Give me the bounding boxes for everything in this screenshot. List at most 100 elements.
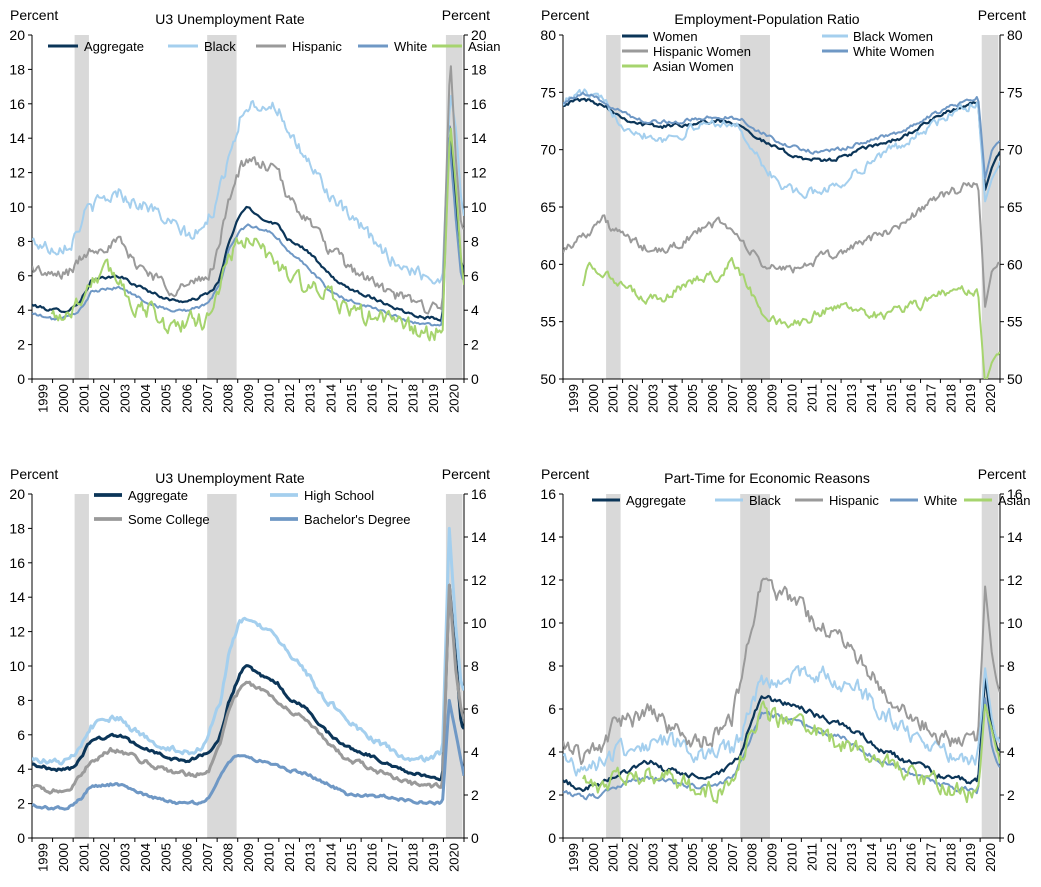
x-tick-label: 2018 (406, 384, 421, 413)
series-line (32, 700, 464, 809)
x-tick-label: 2012 (282, 843, 297, 872)
y-tick-label-right: 16 (471, 486, 487, 502)
chart-title: U3 Unemployment Rate (155, 470, 305, 486)
y-tick-label-right: 65 (1007, 199, 1023, 215)
plot-area (563, 89, 1000, 384)
legend-label: White (394, 39, 427, 54)
y-tick-label-right: 80 (1007, 27, 1023, 43)
legend-label: Women (653, 29, 698, 44)
legend-label: Hispanic (829, 493, 879, 508)
series-line (32, 528, 464, 764)
x-tick-label: 2003 (645, 843, 660, 872)
x-tick-label: 2007 (200, 384, 215, 413)
y-tick-label-left: 2 (548, 787, 556, 803)
x-tick-label: 2015 (344, 384, 359, 413)
x-tick-label: 2018 (406, 843, 421, 872)
x-tick-label: 1999 (566, 843, 581, 872)
y-tick-label-left: 14 (540, 529, 556, 545)
x-tick-label: 2013 (844, 384, 859, 413)
x-tick-label: 2016 (364, 843, 379, 872)
chart-title: Part-Time for Economic Reasons (664, 470, 870, 486)
plot-area (32, 66, 464, 340)
y-tick-label-left: 6 (17, 727, 25, 743)
y-tick-label-right: 70 (1007, 142, 1023, 158)
legend-label: Black (204, 39, 236, 54)
x-tick-label: 2007 (725, 384, 740, 413)
x-tick-label: 2001 (606, 384, 621, 413)
y-tick-label-right: 0 (471, 371, 479, 387)
x-tick-label: 2016 (904, 384, 919, 413)
y-tick-label-right: 16 (471, 96, 487, 112)
y-tick-label-left: 4 (548, 744, 556, 760)
x-tick-label: 2013 (844, 843, 859, 872)
y-tick-label-left: 18 (9, 61, 25, 77)
y-tick-label-left: 16 (540, 486, 556, 502)
x-tick-label: 2008 (220, 843, 235, 872)
y-tick-label-left: 18 (9, 520, 25, 536)
y-tick-label-right: 2 (471, 787, 479, 803)
x-tick-label: 2010 (784, 843, 799, 872)
recession-band (982, 35, 999, 379)
y-tick-label-left: 0 (548, 830, 556, 846)
y-tick-label-left: 14 (9, 589, 25, 605)
chart-panel: 024681012141602468101214161999 2000 2001 20… (540, 466, 1030, 872)
x-tick-label: 2005 (685, 384, 700, 413)
y-tick-label-left: 14 (9, 130, 25, 146)
y-tick-label-left: 50 (540, 371, 556, 387)
x-tick-label: 2020 (983, 843, 998, 872)
x-tick-label: 2012 (282, 384, 297, 413)
y-tick-label-right: 2 (471, 337, 479, 353)
x-tick-label: 2016 (364, 384, 379, 413)
y-axis-label-right: Percent (978, 7, 1026, 23)
y-tick-label-right: 75 (1007, 84, 1023, 100)
x-tick-label: 2009 (241, 843, 256, 872)
x-tick-label: 2008 (745, 843, 760, 872)
x-tick-label: 2010 (784, 384, 799, 413)
y-tick-label-left: 70 (540, 142, 556, 158)
y-tick-label-right: 0 (471, 830, 479, 846)
y-tick-label-right: 12 (471, 165, 487, 181)
recession-band (982, 494, 999, 838)
x-tick-label: 2018 (943, 384, 958, 413)
x-tick-label: 2014 (864, 843, 879, 872)
x-tick-label: 2017 (923, 843, 938, 872)
y-tick-label-left: 12 (9, 165, 25, 181)
x-tick-label: 2015 (344, 843, 359, 872)
y-tick-label-left: 20 (9, 486, 25, 502)
x-tick-label: 2004 (138, 384, 153, 413)
x-tick-label: 2004 (665, 384, 680, 413)
legend-label: Hispanic Women (653, 44, 751, 59)
x-tick-label: 2009 (765, 843, 780, 872)
y-tick-label-right: 10 (471, 615, 487, 631)
y-tick-label-left: 10 (540, 615, 556, 631)
x-tick-label: 2000 (586, 384, 601, 413)
y-tick-label-left: 6 (17, 268, 25, 284)
legend-label: White (924, 493, 957, 508)
x-tick-label: 2017 (385, 384, 400, 413)
x-tick-label: 2005 (159, 843, 174, 872)
y-tick-label-right: 2 (1007, 787, 1015, 803)
y-axis-label-right: Percent (978, 466, 1026, 482)
x-tick-label: 2007 (725, 843, 740, 872)
series-line (32, 138, 464, 325)
y-tick-label-right: 8 (471, 233, 479, 249)
y-tick-label-right: 4 (471, 744, 479, 760)
y-tick-label-left: 2 (17, 337, 25, 353)
legend-label: Hispanic (292, 39, 342, 54)
x-tick-label: 2020 (447, 843, 462, 872)
x-tick-label: 2011 (804, 384, 819, 412)
y-tick-label-right: 6 (471, 268, 479, 284)
legend-label: Some College (128, 512, 210, 527)
x-tick-label: 2019 (963, 843, 978, 872)
x-tick-label: 2017 (923, 384, 938, 413)
x-tick-label: 2012 (824, 843, 839, 872)
legend-label: Aggregate (626, 493, 686, 508)
y-tick-label-right: 12 (1007, 572, 1023, 588)
y-tick-label-right: 14 (471, 130, 487, 146)
x-tick-label: 2002 (97, 384, 112, 413)
y-tick-label-right: 10 (471, 199, 487, 215)
x-tick-label: 2014 (864, 384, 879, 413)
series-line (583, 702, 1000, 803)
y-tick-label-left: 65 (540, 199, 556, 215)
x-tick-label: 2002 (626, 843, 641, 872)
